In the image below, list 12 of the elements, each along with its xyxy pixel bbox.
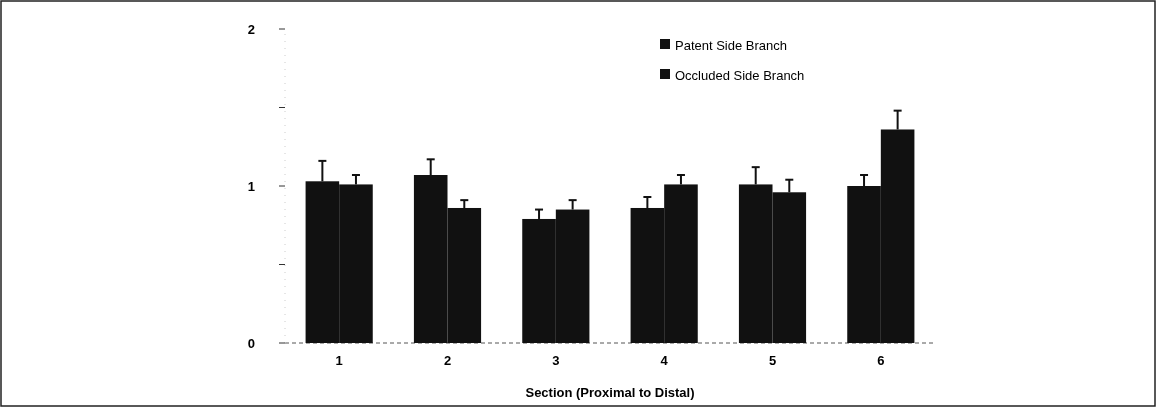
x-tick-label: 6 xyxy=(877,353,885,368)
legend-label: Occluded Side Branch xyxy=(675,67,805,83)
x-tick-label: 1 xyxy=(335,353,343,368)
x-tick-label: 3 xyxy=(552,353,560,368)
x-tick-label: 5 xyxy=(768,353,777,368)
legend-label: Patent Side Branch xyxy=(675,37,788,53)
x-tick-label: 4 xyxy=(660,353,669,368)
y-tick-label: 0 xyxy=(247,335,255,351)
x-tick-label: 2 xyxy=(443,353,452,368)
y-tick-label: 2 xyxy=(247,21,255,37)
y-tick-label: 1 xyxy=(247,178,255,194)
x-axis-title: Section (Proximal to Distal) xyxy=(525,385,695,400)
